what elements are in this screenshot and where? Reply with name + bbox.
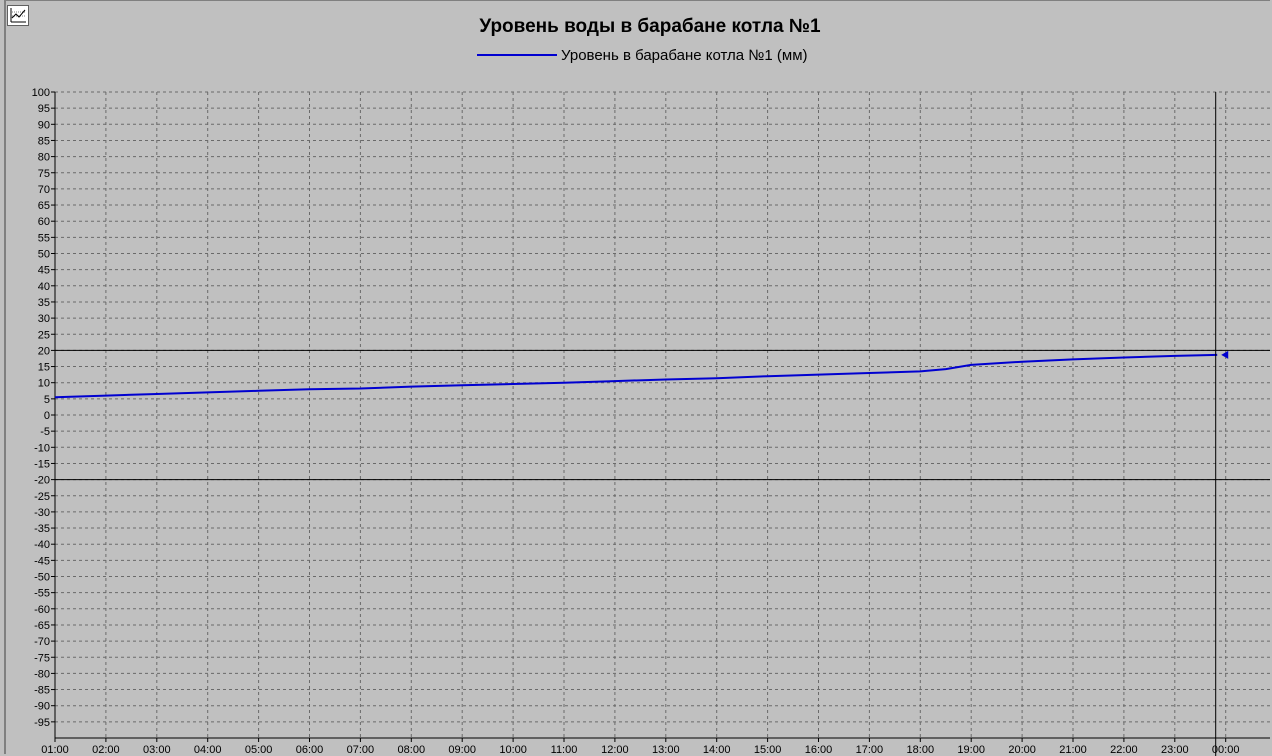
- y-tick-label: -40: [34, 539, 50, 551]
- y-tick-label: 80: [38, 152, 50, 164]
- y-tick-label: -45: [34, 555, 50, 567]
- x-tick-label: 00:00: [1212, 744, 1240, 756]
- x-tick-label: 23:00: [1161, 744, 1189, 756]
- legend-line-swatch: [477, 54, 557, 56]
- x-tick-label: 20:00: [1008, 744, 1036, 756]
- y-tick-label: 25: [38, 329, 50, 341]
- x-tick-label: 07:00: [347, 744, 375, 756]
- x-tick-label: 06:00: [296, 744, 324, 756]
- y-tick-label: -35: [34, 523, 50, 535]
- x-tick-label: 08:00: [398, 744, 426, 756]
- y-tick-label: 45: [38, 265, 50, 277]
- y-tick-label: -90: [34, 701, 50, 713]
- x-tick-label: 21:00: [1059, 744, 1087, 756]
- series-line: [54, 353, 1218, 399]
- chart-settings-icon[interactable]: [7, 5, 29, 26]
- chart-title: Уровень воды в барабане котла №1: [479, 16, 821, 37]
- y-tick-label: 5: [44, 394, 50, 406]
- y-tick-label: -95: [34, 717, 50, 729]
- y-tick-label: -80: [34, 668, 50, 680]
- x-tick-label: 13:00: [652, 744, 680, 756]
- x-tick-label: 12:00: [601, 744, 629, 756]
- y-tick-label: 100: [32, 87, 50, 99]
- y-tick-label: -65: [34, 620, 50, 632]
- y-tick-label: -5: [40, 426, 50, 438]
- y-tick-label: -60: [34, 604, 50, 616]
- y-tick-label: 30: [38, 313, 50, 325]
- y-tick-label: -25: [34, 491, 50, 503]
- y-tick-label: -70: [34, 636, 50, 648]
- y-tick-label: -50: [34, 572, 50, 584]
- y-tick-label: 60: [38, 216, 50, 228]
- x-tick-label: 02:00: [92, 744, 120, 756]
- y-tick-label: 95: [38, 103, 50, 115]
- y-tick-label: -30: [34, 507, 50, 519]
- y-tick-label: 35: [38, 297, 50, 309]
- x-tick-label: 01:00: [41, 744, 69, 756]
- x-tick-label: 14:00: [703, 744, 731, 756]
- x-tick-label: 17:00: [856, 744, 884, 756]
- chart-frame: [4, 0, 1270, 754]
- y-tick-label: 65: [38, 200, 50, 212]
- x-tick-label: 10:00: [499, 744, 527, 756]
- y-tick-label: -10: [34, 442, 50, 454]
- y-tick-label: -55: [34, 588, 50, 600]
- y-tick-label: -85: [34, 685, 50, 697]
- y-tick-label: -20: [34, 475, 50, 487]
- x-tick-label: 04:00: [194, 744, 222, 756]
- x-tick-label: 03:00: [143, 744, 171, 756]
- x-tick-label: 05:00: [245, 744, 273, 756]
- y-tick-label: -75: [34, 652, 50, 664]
- y-tick-label: 90: [38, 119, 50, 131]
- y-tick-label: 20: [38, 345, 50, 357]
- series-end-marker: [1221, 350, 1229, 359]
- y-tick-label: 75: [38, 168, 50, 180]
- y-tick-label: 55: [38, 232, 50, 244]
- legend-label: Уровень в барабане котла №1 (мм): [561, 46, 808, 64]
- y-tick-label: 50: [38, 249, 50, 261]
- x-tick-label: 22:00: [1110, 744, 1138, 756]
- y-tick-label: 10: [38, 378, 50, 390]
- y-tick-label: 85: [38, 135, 50, 147]
- x-tick-label: 18:00: [907, 744, 935, 756]
- x-tick-label: 15:00: [754, 744, 782, 756]
- x-tick-label: 09:00: [448, 744, 476, 756]
- x-tick-label: 16:00: [805, 744, 833, 756]
- chart-legend[interactable]: Уровень в барабане котла №1 (мм): [477, 45, 808, 65]
- y-tick-label: 15: [38, 362, 50, 374]
- y-tick-label: 40: [38, 281, 50, 293]
- y-tick-label: -15: [34, 458, 50, 470]
- x-tick-label: 19:00: [957, 744, 985, 756]
- y-tick-label: 70: [38, 184, 50, 196]
- y-tick-label: 0: [44, 410, 50, 422]
- x-tick-label: 11:00: [551, 744, 578, 756]
